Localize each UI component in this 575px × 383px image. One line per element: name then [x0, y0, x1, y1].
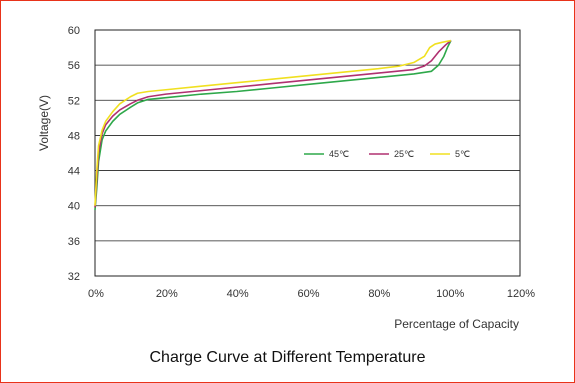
- y-tick-label: 36: [68, 236, 80, 248]
- y-tick-label: 40: [68, 201, 80, 213]
- y-axis-label: Voltage(V): [37, 95, 51, 151]
- legend-label: 45℃: [329, 149, 349, 159]
- y-tick-label: 52: [68, 95, 80, 107]
- y-tick-label: 48: [68, 130, 80, 142]
- chart-title: Charge Curve at Different Temperature: [149, 349, 426, 366]
- y-tick-label: 32: [68, 271, 80, 283]
- x-tick-label: 60%: [297, 288, 319, 300]
- series-line: [94, 39, 452, 206]
- legend-label: 5℃: [455, 149, 470, 159]
- x-tick-label: 0%: [88, 288, 104, 300]
- series-line: [94, 39, 452, 208]
- x-tick-label: 100%: [436, 288, 464, 300]
- legend: 45℃ 25℃ 5℃: [304, 149, 470, 159]
- grid-layer: [94, 29, 521, 277]
- series-layer: [94, 39, 452, 211]
- x-tick-label: 20%: [156, 288, 178, 300]
- x-axis-label: Percentage of Capacity: [394, 317, 519, 331]
- tick-layer: 32 36 40 44 48 52 56 60 0% 20% 40% 60% 80% 100% 120%: [68, 25, 536, 300]
- y-tick-label: 60: [68, 25, 80, 37]
- y-tick-label: 56: [68, 60, 80, 72]
- x-tick-label: 40%: [227, 288, 249, 300]
- y-tick-label: 44: [68, 166, 80, 178]
- x-tick-label: 120%: [507, 288, 535, 300]
- x-tick-label: 80%: [368, 288, 390, 300]
- series-line: [94, 40, 452, 211]
- legend-label: 25℃: [394, 149, 414, 159]
